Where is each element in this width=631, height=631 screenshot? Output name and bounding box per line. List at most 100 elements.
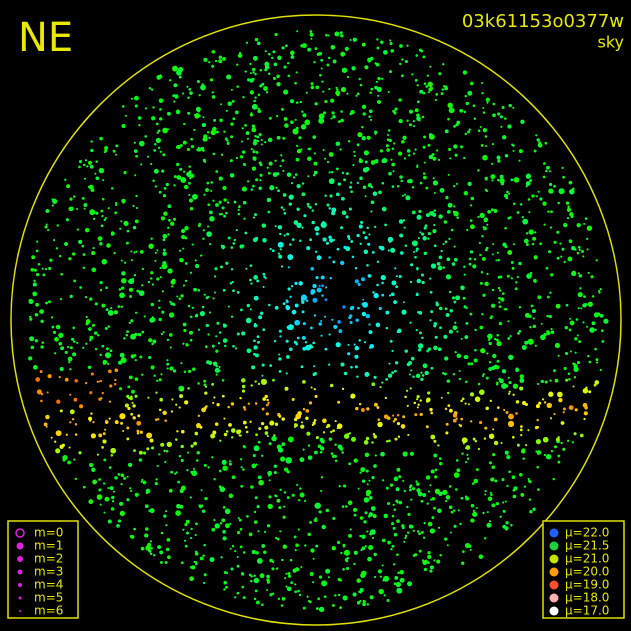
star xyxy=(138,450,143,455)
star xyxy=(516,211,520,214)
star xyxy=(462,70,467,75)
star xyxy=(173,83,178,88)
star xyxy=(159,397,164,402)
star xyxy=(39,309,44,314)
star xyxy=(29,317,33,321)
star xyxy=(548,170,552,173)
star xyxy=(31,255,36,260)
star xyxy=(322,90,325,93)
star xyxy=(440,396,443,399)
star xyxy=(230,567,234,571)
star xyxy=(297,528,300,531)
star xyxy=(255,353,259,358)
star xyxy=(258,560,261,564)
star xyxy=(451,262,456,266)
star xyxy=(416,398,419,401)
star xyxy=(376,46,380,50)
star xyxy=(563,260,566,264)
star xyxy=(531,242,535,246)
star xyxy=(107,487,110,490)
star xyxy=(230,268,234,271)
star xyxy=(278,254,283,259)
star xyxy=(268,303,271,307)
star xyxy=(461,561,465,565)
star xyxy=(156,75,162,80)
star xyxy=(308,344,313,349)
star xyxy=(135,154,138,158)
star xyxy=(414,108,419,113)
star xyxy=(299,100,302,104)
star xyxy=(562,175,565,179)
magnitude-label: m=2 xyxy=(34,552,63,566)
star xyxy=(43,422,48,427)
star xyxy=(136,207,138,209)
star xyxy=(318,118,325,124)
star xyxy=(595,361,599,364)
star xyxy=(223,198,227,202)
star xyxy=(259,311,264,315)
star xyxy=(188,198,194,203)
star xyxy=(223,417,226,420)
star xyxy=(291,397,295,401)
star xyxy=(412,210,416,215)
star xyxy=(89,391,93,395)
star xyxy=(401,194,404,197)
star xyxy=(327,34,330,37)
star xyxy=(107,310,114,316)
star xyxy=(499,378,504,384)
star xyxy=(409,321,412,324)
star xyxy=(325,568,331,574)
star xyxy=(82,485,86,489)
star xyxy=(402,451,408,457)
star xyxy=(251,166,257,171)
star xyxy=(173,100,176,103)
star xyxy=(176,70,182,76)
star xyxy=(139,430,143,434)
star xyxy=(211,344,215,348)
star xyxy=(431,211,435,214)
star xyxy=(162,248,166,252)
star xyxy=(52,198,56,202)
star xyxy=(339,606,342,609)
star xyxy=(391,162,396,167)
star xyxy=(484,490,487,493)
star xyxy=(370,56,374,61)
star xyxy=(290,182,293,185)
star xyxy=(288,194,294,200)
star xyxy=(402,479,405,482)
star xyxy=(150,271,154,275)
star xyxy=(268,479,271,482)
star xyxy=(67,356,73,362)
star xyxy=(121,124,126,128)
star xyxy=(350,190,353,193)
star xyxy=(115,144,119,148)
star xyxy=(410,356,415,361)
star xyxy=(492,113,496,118)
star xyxy=(166,359,169,362)
star xyxy=(130,412,134,416)
star xyxy=(54,352,57,355)
star xyxy=(452,325,458,331)
star xyxy=(467,130,471,134)
star xyxy=(353,507,358,512)
star xyxy=(533,255,538,260)
star xyxy=(462,296,466,300)
star xyxy=(448,329,453,334)
star xyxy=(527,338,534,345)
star xyxy=(153,374,156,377)
star xyxy=(229,159,233,163)
star xyxy=(460,337,463,340)
star xyxy=(268,161,273,166)
star xyxy=(415,293,419,297)
star xyxy=(468,128,471,131)
star xyxy=(170,279,176,285)
star xyxy=(100,209,104,213)
star xyxy=(166,367,169,370)
magnitude-label: m=4 xyxy=(34,578,63,592)
star xyxy=(557,391,563,398)
star xyxy=(310,386,313,389)
star xyxy=(409,280,413,284)
star xyxy=(193,441,197,446)
star xyxy=(388,439,391,443)
star xyxy=(299,239,302,242)
